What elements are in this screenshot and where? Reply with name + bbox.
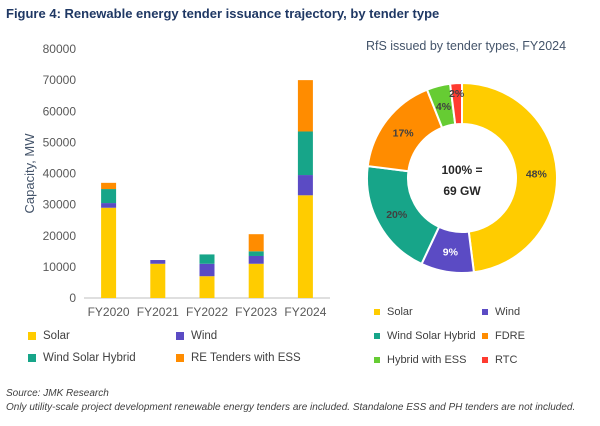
bar-segment-wind-solar-hybrid-fy2020	[101, 189, 117, 204]
legend-swatch	[28, 332, 36, 340]
legend-swatch	[374, 333, 380, 339]
bar-segment-solar-fy2021	[150, 263, 166, 298]
donut-center-total-label: 100% =	[441, 163, 482, 177]
bar-segment-solar-fy2023	[248, 263, 264, 298]
legend-swatch	[28, 354, 36, 362]
legend-item-rtc: RTC	[482, 354, 517, 366]
bar-segment-wind-fy2022	[199, 263, 215, 277]
legend-swatch	[482, 357, 488, 363]
legend-label: RTC	[495, 354, 518, 366]
bar-segment-wind-solar-hybrid-fy2024	[297, 131, 313, 176]
y-tick-label: 60000	[43, 104, 77, 118]
legend-label: Hybrid with ESS	[387, 354, 467, 366]
donut-slice-label-rtc: 2%	[449, 88, 465, 100]
legend-swatch	[374, 309, 380, 315]
donut-chart-legend: Solar Wind Wind Solar Hybrid FDRE Hybrid wit…	[374, 306, 598, 370]
donut-slice-rtc	[448, 81, 463, 126]
legend-item-wind: Wind	[176, 330, 217, 342]
figure-title: Figure 4: Renewable energy tender issuan…	[6, 6, 440, 21]
legend-item-wind-solar-hybrid: Wind Solar Hybrid	[374, 330, 476, 342]
legend-swatch	[482, 309, 488, 315]
legend-label: Solar	[387, 306, 413, 318]
donut-slice-label-solar: 48%	[526, 168, 548, 180]
bar-segment-wind-fy2021	[150, 260, 166, 264]
legend-label: Wind Solar Hybrid	[387, 330, 476, 342]
legend-label: FDRE	[495, 330, 525, 342]
legend-item-wind: Wind	[482, 306, 520, 318]
legend-swatch	[176, 354, 184, 362]
x-tick-label: FY2023	[235, 305, 277, 319]
legend-label: Wind	[191, 330, 218, 342]
legend-label: RE Tenders with ESS	[191, 352, 301, 364]
source-note: Source: JMK Research	[6, 388, 109, 399]
x-tick-label: FY2021	[137, 305, 179, 319]
y-tick-label: 80000	[43, 42, 77, 56]
legend-swatch	[176, 332, 184, 340]
y-tick-label: 20000	[43, 229, 77, 243]
bar-segment-wind-fy2023	[248, 255, 264, 264]
bar-segment-wind-solar-hybrid-fy2023	[248, 251, 264, 256]
legend-item-solar: Solar	[28, 330, 70, 342]
y-tick-label: 50000	[43, 135, 77, 149]
x-tick-label: FY2020	[88, 305, 130, 319]
donut-title: RfS issued by tender types, FY2024	[366, 39, 566, 53]
legend-label: Wind Solar Hybrid	[43, 352, 136, 364]
y-tick-label: 0	[69, 291, 76, 305]
x-tick-label: FY2024	[284, 305, 326, 319]
y-tick-label: 10000	[43, 260, 77, 274]
footnote: Only utility-scale project development r…	[6, 402, 576, 413]
bar-segment-solar-fy2020	[101, 207, 117, 298]
legend-item-fdre: FDRE	[482, 330, 525, 342]
x-tick-label: FY2022	[186, 305, 228, 319]
bar-segment-re-tenders-with-ess-fy2023	[248, 234, 264, 252]
legend-item-solar: Solar	[374, 306, 413, 318]
bar-segment-wind-fy2020	[101, 203, 117, 208]
donut-slice-label-wind: 9%	[443, 247, 459, 259]
y-tick-label: 30000	[43, 198, 77, 212]
y-tick-label: 40000	[43, 167, 77, 181]
legend-item-re-tenders-with-ess: RE Tenders with ESS	[176, 352, 301, 364]
y-axis-label: Capacity, MW	[22, 133, 37, 214]
legend-label: Solar	[43, 330, 70, 342]
legend-label: Wind	[495, 306, 521, 318]
bar-chart-legend: Solar Wind Wind Solar Hybrid RE Tenders wit…	[28, 330, 348, 370]
donut-slice-label-wind-solar-hybrid: 20%	[386, 209, 408, 221]
donut-slice-solar	[461, 81, 558, 274]
legend-item-hybrid-with-ess: Hybrid with ESS	[374, 354, 466, 366]
bar-segment-re-tenders-with-ess-fy2024	[297, 80, 313, 132]
bar-segment-wind-solar-hybrid-fy2022	[199, 254, 215, 264]
donut-slice-label-fdre: 17%	[393, 127, 415, 139]
donut-slice-label-hybrid-with-ess: 4%	[436, 101, 452, 113]
bar-segment-solar-fy2022	[199, 276, 215, 298]
donut-chart: RfS issued by tender types, FY2024 48% 9% 2…	[366, 39, 566, 274]
bar-segment-re-tenders-with-ess-fy2020	[101, 182, 117, 190]
bar-segment-solar-fy2024	[297, 195, 313, 298]
legend-swatch	[374, 357, 380, 363]
bar-segment-wind-fy2024	[297, 175, 313, 196]
y-tick-label: 70000	[43, 73, 77, 87]
stacked-bar-chart: 0 10000 20000 30000 40000 50000 60000 70000 8000…	[22, 42, 330, 319]
donut-center-total-value: 69 GW	[443, 184, 481, 198]
legend-swatch	[482, 333, 488, 339]
legend-item-wind-solar-hybrid: Wind Solar Hybrid	[28, 352, 136, 364]
